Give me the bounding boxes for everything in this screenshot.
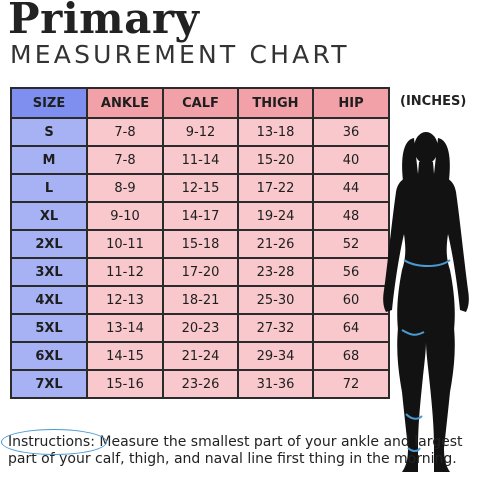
calf-cell: 14-17 bbox=[162, 201, 239, 231]
calf-cell: 21-24 bbox=[162, 341, 239, 371]
thigh-arrow bbox=[401, 329, 425, 336]
ankle-cell: 12-13 bbox=[86, 285, 164, 315]
table-row: S 7-8 9-12 13-18 36 bbox=[10, 117, 390, 147]
calf-cell: 17-20 bbox=[162, 257, 239, 287]
thigh-cell: 27-32 bbox=[237, 313, 314, 343]
table-row: M 7-8 11-14 15-20 40 bbox=[10, 145, 390, 175]
hip-cell: 36 bbox=[312, 117, 390, 147]
instructions-highlight-ring bbox=[1, 429, 107, 455]
table-row: XL 9-10 14-17 19-24 48 bbox=[10, 201, 390, 231]
calf-cell: 15-18 bbox=[162, 229, 239, 259]
table-row: 2XL 10-11 15-18 21-26 52 bbox=[10, 229, 390, 259]
size-cell: 7XL bbox=[10, 369, 88, 399]
instructions-label: Instructions bbox=[1, 429, 107, 455]
thigh-cell: 23-28 bbox=[237, 257, 314, 287]
hip-cell: 64 bbox=[312, 313, 390, 343]
ankle-cell: 14-15 bbox=[86, 341, 164, 371]
silhouette-shape bbox=[383, 132, 469, 472]
instructions: Instructions: Measure the smallest part … bbox=[1, 429, 478, 468]
ankle-cell: 8-9 bbox=[86, 173, 164, 203]
thigh-cell: 25-30 bbox=[237, 285, 314, 315]
thigh-cell: 13-18 bbox=[237, 117, 314, 147]
table-row: 7XL 15-16 23-26 31-36 72 bbox=[10, 369, 390, 399]
thigh-cell: 21-26 bbox=[237, 229, 314, 259]
size-cell: 5XL bbox=[10, 313, 88, 343]
naval-line-arrow bbox=[403, 259, 451, 267]
units-label: (INCHES) bbox=[400, 94, 467, 109]
ankle-cell: 15-16 bbox=[86, 369, 164, 399]
table-row: 5XL 13-14 20-23 27-32 64 bbox=[10, 313, 390, 343]
thigh-cell: 29-34 bbox=[237, 341, 314, 371]
size-cell: 2XL bbox=[10, 229, 88, 259]
size-cell: M bbox=[10, 145, 88, 175]
size-cell: L bbox=[10, 173, 88, 203]
thigh-cell: 15-20 bbox=[237, 145, 314, 175]
calf-cell: 9-12 bbox=[162, 117, 239, 147]
table-row: 4XL 12-13 18-21 25-30 60 bbox=[10, 285, 390, 315]
body-silhouette-icon bbox=[383, 132, 469, 472]
size-cell: S bbox=[10, 117, 88, 147]
measure-arrows bbox=[401, 259, 451, 452]
thigh-cell: 19-24 bbox=[237, 201, 314, 231]
ankle-cell: 13-14 bbox=[86, 313, 164, 343]
page-title: Primary bbox=[8, 0, 200, 43]
table-row: 3XL 11-12 17-20 23-28 56 bbox=[10, 257, 390, 287]
calf-cell: 18-21 bbox=[162, 285, 239, 315]
calf-cell: 12-15 bbox=[162, 173, 239, 203]
header-ankle: ANKLE bbox=[86, 87, 164, 119]
hip-cell: 56 bbox=[312, 257, 390, 287]
page-subtitle: MEASUREMENT CHART bbox=[10, 40, 350, 69]
instructions-text: : Measure the smallest part of your ankl… bbox=[8, 434, 463, 467]
ankle-cell: 7-8 bbox=[86, 145, 164, 175]
hip-cell: 44 bbox=[312, 173, 390, 203]
header-thigh: THIGH bbox=[237, 87, 314, 119]
table-header-row: SIZE ANKLE CALF THIGH HIP bbox=[10, 87, 390, 119]
hip-cell: 40 bbox=[312, 145, 390, 175]
ankle-cell: 7-8 bbox=[86, 117, 164, 147]
hip-cell: 52 bbox=[312, 229, 390, 259]
table-row: 6XL 14-15 21-24 29-34 68 bbox=[10, 341, 390, 371]
measurement-table: SIZE ANKLE CALF THIGH HIP S 7-8 9-12 13-… bbox=[10, 87, 390, 399]
thigh-cell: 31-36 bbox=[237, 369, 314, 399]
size-cell: 6XL bbox=[10, 341, 88, 371]
header-hip: HIP bbox=[312, 87, 390, 119]
size-cell: 3XL bbox=[10, 257, 88, 287]
hip-cell: 60 bbox=[312, 285, 390, 315]
hip-cell: 72 bbox=[312, 369, 390, 399]
table-row: L 8-9 12-15 17-22 44 bbox=[10, 173, 390, 203]
size-cell: 4XL bbox=[10, 285, 88, 315]
size-cell: XL bbox=[10, 201, 88, 231]
ankle-cell: 10-11 bbox=[86, 229, 164, 259]
ankle-cell: 9-10 bbox=[86, 201, 164, 231]
hip-cell: 68 bbox=[312, 341, 390, 371]
calf-cell: 11-14 bbox=[162, 145, 239, 175]
calf-arrow bbox=[405, 413, 423, 420]
ankle-arrow bbox=[407, 447, 421, 452]
header-calf: CALF bbox=[162, 87, 239, 119]
calf-cell: 23-26 bbox=[162, 369, 239, 399]
calf-cell: 20-23 bbox=[162, 313, 239, 343]
header-size: SIZE bbox=[10, 87, 88, 119]
hip-cell: 48 bbox=[312, 201, 390, 231]
thigh-cell: 17-22 bbox=[237, 173, 314, 203]
ankle-cell: 11-12 bbox=[86, 257, 164, 287]
